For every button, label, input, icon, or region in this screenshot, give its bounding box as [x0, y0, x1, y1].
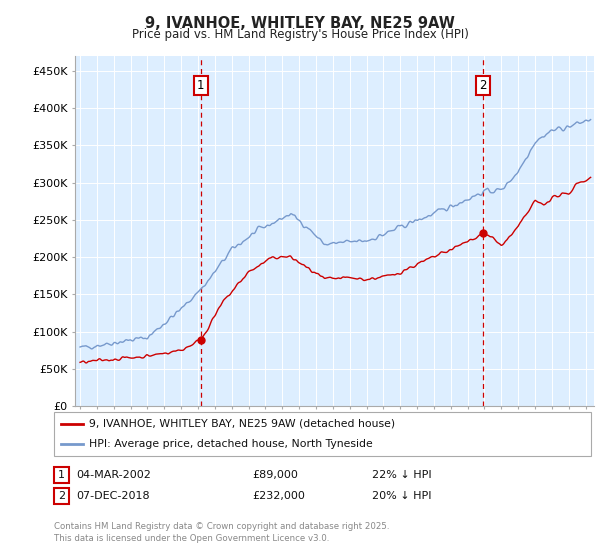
Text: HPI: Average price, detached house, North Tyneside: HPI: Average price, detached house, Nort… [89, 439, 373, 449]
Text: 22% ↓ HPI: 22% ↓ HPI [372, 470, 431, 480]
Text: 1: 1 [58, 470, 65, 480]
Text: £89,000: £89,000 [252, 470, 298, 480]
Text: 9, IVANHOE, WHITLEY BAY, NE25 9AW (detached house): 9, IVANHOE, WHITLEY BAY, NE25 9AW (detac… [89, 419, 395, 429]
Text: 9, IVANHOE, WHITLEY BAY, NE25 9AW: 9, IVANHOE, WHITLEY BAY, NE25 9AW [145, 16, 455, 31]
Text: Contains HM Land Registry data © Crown copyright and database right 2025.
This d: Contains HM Land Registry data © Crown c… [54, 522, 389, 543]
Text: 07-DEC-2018: 07-DEC-2018 [76, 491, 150, 501]
Text: 04-MAR-2002: 04-MAR-2002 [76, 470, 151, 480]
Text: £232,000: £232,000 [252, 491, 305, 501]
Text: 1: 1 [197, 80, 205, 92]
Text: 2: 2 [58, 491, 65, 501]
Text: Price paid vs. HM Land Registry's House Price Index (HPI): Price paid vs. HM Land Registry's House … [131, 28, 469, 41]
Text: 2: 2 [479, 80, 487, 92]
Text: 20% ↓ HPI: 20% ↓ HPI [372, 491, 431, 501]
